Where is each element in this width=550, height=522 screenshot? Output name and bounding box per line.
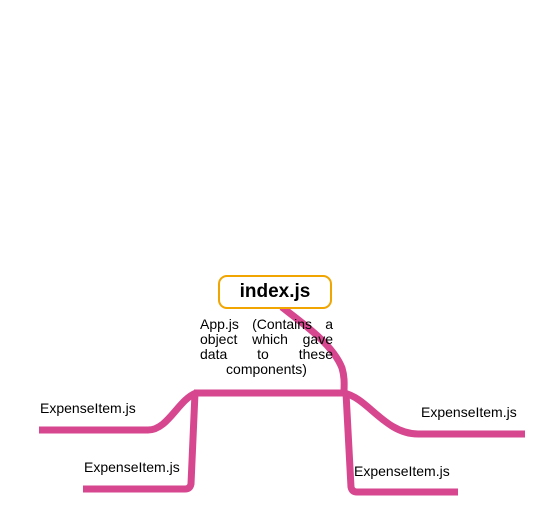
- root-node-index-js[interactable]: index.js: [218, 275, 332, 309]
- branch-leaf-2: [83, 392, 199, 493]
- branch-leaf-3: [342, 389, 525, 438]
- root-node-label: index.js: [239, 281, 311, 302]
- branch-leaf-4: [342, 392, 458, 496]
- branch-leaf-1: [39, 389, 198, 434]
- root-to-app-branch: [279, 304, 348, 397]
- app-js-branch-label: App.js (Contains a object which gave dat…: [200, 316, 333, 377]
- leaf-expense-item-top-right[interactable]: ExpenseItem.js: [421, 404, 517, 420]
- leaf-expense-item-top-left[interactable]: ExpenseItem.js: [40, 400, 136, 416]
- leaf-expense-item-bottom-left[interactable]: ExpenseItem.js: [84, 459, 180, 475]
- leaf-expense-item-bottom-right[interactable]: ExpenseItem.js: [354, 463, 450, 479]
